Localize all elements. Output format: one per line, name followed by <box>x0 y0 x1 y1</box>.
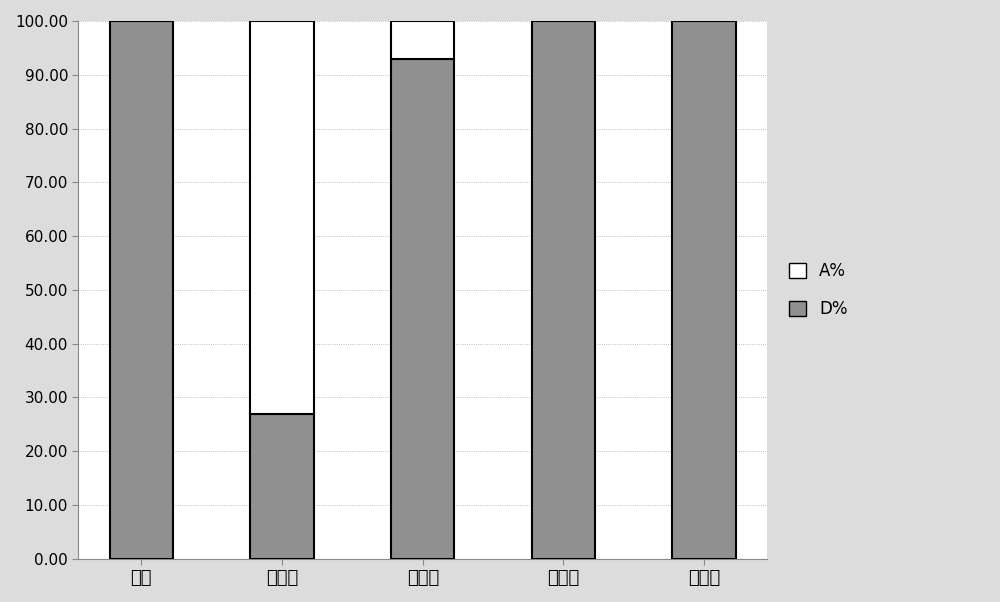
Legend: A%, D%: A%, D% <box>782 255 854 324</box>
Bar <box>110 21 173 559</box>
Bar <box>250 414 314 559</box>
Bar <box>532 21 595 559</box>
Bar <box>250 21 314 414</box>
Bar <box>391 60 454 559</box>
Bar <box>672 21 736 559</box>
Bar <box>391 21 454 60</box>
